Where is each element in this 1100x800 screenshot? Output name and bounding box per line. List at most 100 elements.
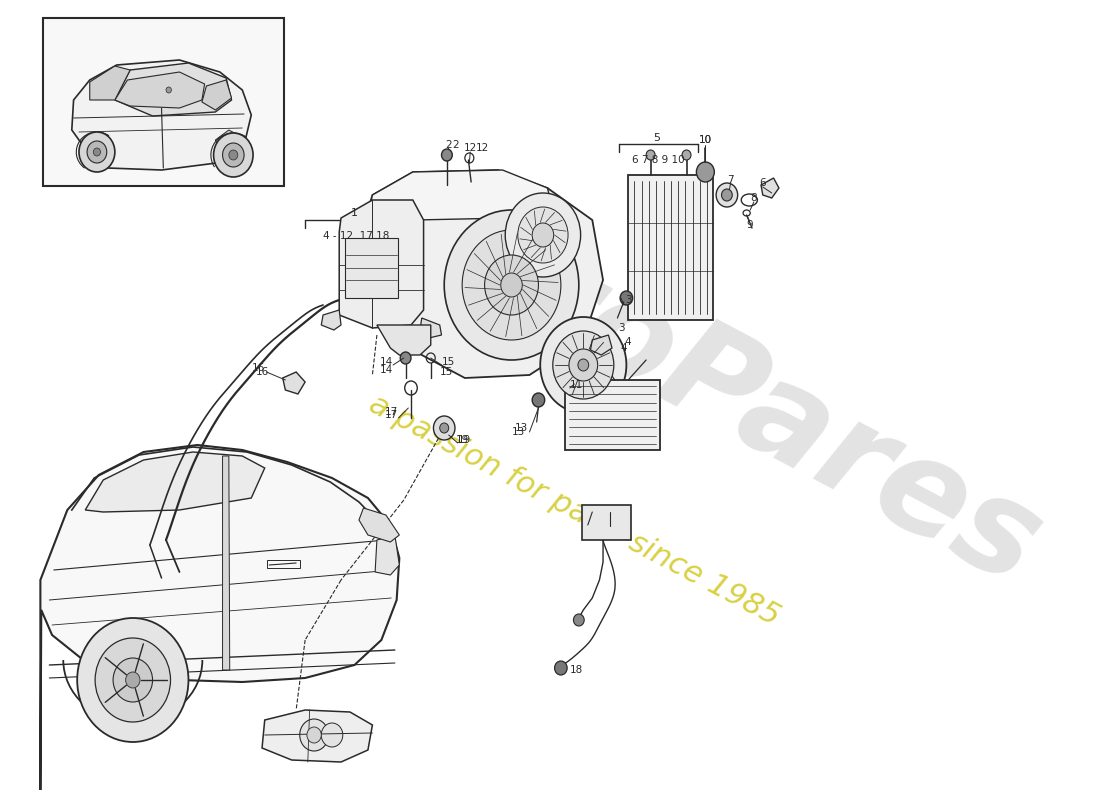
Text: 16: 16: [252, 363, 265, 373]
Text: 2: 2: [452, 140, 459, 150]
Text: 10: 10: [698, 135, 712, 145]
Polygon shape: [86, 452, 265, 512]
Polygon shape: [222, 456, 230, 670]
Polygon shape: [395, 180, 603, 378]
Circle shape: [441, 149, 452, 161]
Text: 17: 17: [385, 407, 398, 417]
Text: 13: 13: [515, 423, 528, 433]
Text: 13: 13: [512, 427, 525, 437]
Circle shape: [518, 207, 568, 263]
Polygon shape: [377, 325, 431, 355]
Circle shape: [166, 87, 172, 93]
Bar: [565, 380, 660, 450]
Polygon shape: [370, 170, 552, 220]
Text: 19: 19: [458, 435, 471, 445]
Circle shape: [321, 723, 343, 747]
Text: 4: 4: [620, 343, 627, 353]
Text: 6 7 8 9 10: 6 7 8 9 10: [632, 155, 685, 165]
Polygon shape: [90, 66, 130, 100]
Polygon shape: [114, 63, 231, 116]
Circle shape: [462, 230, 561, 340]
Polygon shape: [591, 335, 612, 355]
Text: 17: 17: [385, 410, 398, 420]
Text: 14: 14: [379, 357, 393, 367]
Bar: [43, 18, 284, 186]
Polygon shape: [262, 710, 373, 762]
Circle shape: [125, 672, 140, 688]
Circle shape: [94, 148, 100, 156]
Text: 15: 15: [441, 357, 454, 367]
Circle shape: [222, 143, 244, 167]
Circle shape: [578, 359, 588, 371]
Polygon shape: [359, 508, 399, 542]
Circle shape: [573, 614, 584, 626]
Circle shape: [532, 393, 544, 407]
Text: 18: 18: [570, 665, 583, 675]
Circle shape: [569, 349, 597, 381]
Circle shape: [213, 133, 253, 177]
Polygon shape: [216, 130, 244, 158]
Circle shape: [79, 132, 114, 172]
Text: 8: 8: [750, 193, 757, 203]
Text: 1: 1: [351, 208, 358, 218]
Circle shape: [500, 273, 522, 297]
Circle shape: [620, 291, 632, 305]
Polygon shape: [339, 200, 424, 328]
Polygon shape: [420, 318, 441, 338]
Polygon shape: [283, 372, 305, 394]
Circle shape: [532, 223, 553, 247]
Text: 5: 5: [653, 133, 660, 143]
Polygon shape: [41, 445, 399, 790]
Circle shape: [299, 719, 329, 751]
Circle shape: [87, 141, 107, 163]
Circle shape: [682, 150, 691, 160]
Polygon shape: [202, 80, 231, 110]
Text: 16: 16: [256, 367, 270, 377]
Text: a passion for parts since 1985: a passion for parts since 1985: [364, 389, 784, 631]
Text: 11: 11: [570, 380, 583, 390]
Circle shape: [400, 352, 411, 364]
Circle shape: [77, 618, 188, 742]
Circle shape: [95, 638, 170, 722]
Polygon shape: [366, 170, 561, 232]
Circle shape: [554, 661, 568, 675]
Polygon shape: [114, 72, 205, 108]
Circle shape: [444, 210, 579, 360]
Text: 14: 14: [379, 365, 393, 375]
Circle shape: [485, 255, 538, 315]
Text: 10: 10: [698, 135, 712, 145]
Text: 3: 3: [625, 295, 631, 305]
Text: 4 - 12  17 18: 4 - 12 17 18: [323, 231, 389, 241]
Polygon shape: [321, 310, 341, 330]
Text: 19: 19: [455, 435, 469, 445]
Circle shape: [646, 150, 656, 160]
Bar: [345, 238, 397, 298]
Circle shape: [440, 423, 449, 433]
Text: euroPares: euroPares: [339, 148, 1060, 612]
Text: 6: 6: [759, 178, 766, 188]
Circle shape: [722, 189, 733, 201]
Text: 4: 4: [625, 337, 631, 347]
Text: 12: 12: [463, 143, 477, 153]
Text: 12: 12: [475, 143, 488, 153]
Bar: [267, 560, 299, 568]
Circle shape: [696, 162, 714, 182]
Bar: [628, 175, 714, 320]
Circle shape: [307, 727, 321, 743]
Polygon shape: [72, 60, 251, 170]
Polygon shape: [375, 535, 399, 575]
Circle shape: [229, 150, 238, 160]
Circle shape: [540, 317, 626, 413]
Text: 7: 7: [727, 175, 734, 185]
Polygon shape: [761, 178, 779, 198]
Text: 15: 15: [440, 367, 453, 377]
Polygon shape: [366, 215, 431, 330]
Text: 2: 2: [446, 140, 452, 150]
Bar: [582, 505, 631, 540]
Text: 9: 9: [746, 220, 752, 230]
Circle shape: [113, 658, 153, 702]
Text: 3: 3: [618, 323, 625, 333]
Circle shape: [716, 183, 738, 207]
Circle shape: [433, 416, 455, 440]
Circle shape: [553, 331, 614, 399]
